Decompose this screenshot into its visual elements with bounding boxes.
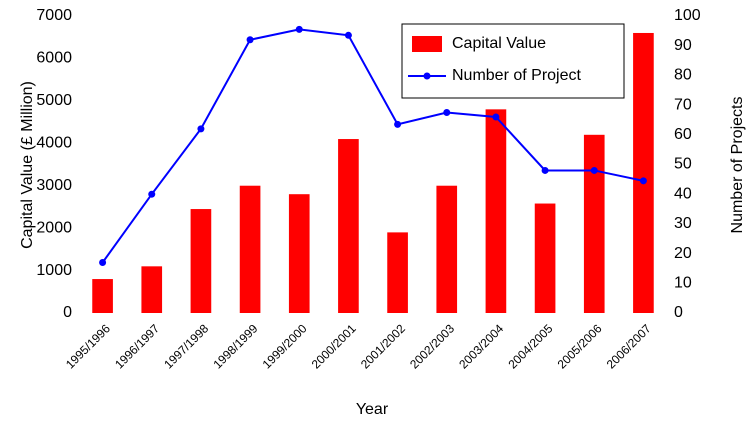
bar — [633, 32, 654, 313]
x-tick-label: 2006/2007 — [604, 321, 654, 371]
line-point — [99, 259, 107, 267]
line-point — [639, 177, 647, 185]
legend-swatch — [423, 72, 431, 80]
y2-tick-label: 90 — [674, 37, 692, 54]
x-tick-label: 2002/2003 — [407, 321, 457, 371]
x-tick-label: 1999/2000 — [260, 321, 310, 371]
bar — [239, 185, 261, 313]
x-tick-label: 1995/1996 — [63, 321, 113, 371]
legend-label: Capital Value — [452, 35, 546, 52]
y-axis-label: Capital Value (£ Million) — [19, 81, 36, 249]
y2-tick-label: 0 — [674, 304, 683, 321]
bar — [338, 139, 359, 313]
bar — [387, 232, 408, 313]
y2-axis-label: Number of Projects — [729, 97, 746, 234]
bar — [485, 109, 507, 313]
x-tick-label: 1997/1998 — [161, 321, 211, 371]
bar — [92, 279, 113, 313]
line-point — [492, 113, 500, 121]
y-tick-label: 1000 — [36, 262, 72, 279]
y2-tick-label: 30 — [674, 215, 692, 232]
bar — [583, 134, 605, 313]
y-tick-label: 6000 — [36, 50, 72, 67]
bar — [141, 266, 163, 313]
y-tick-label: 3000 — [36, 177, 72, 194]
line-point — [590, 166, 598, 174]
bar — [190, 209, 212, 313]
y-tick-label: 4000 — [36, 135, 72, 152]
line-point — [394, 120, 402, 128]
y-tick-label: 5000 — [36, 92, 72, 109]
y-tick-label: 7000 — [36, 7, 72, 24]
legend-label: Number of Project — [452, 67, 581, 84]
y2-tick-label: 100 — [674, 7, 701, 24]
y-tick-label: 2000 — [36, 219, 72, 236]
y2-tick-label: 40 — [674, 185, 692, 202]
line-point — [541, 166, 549, 174]
x-tick-label: 2003/2004 — [456, 321, 506, 371]
line-point — [246, 36, 254, 44]
legend-swatch — [412, 36, 442, 52]
x-tick-label: 2000/2001 — [309, 321, 359, 371]
y2-tick-label: 70 — [674, 96, 692, 113]
x-tick-label: 1998/1999 — [210, 321, 260, 371]
bar — [288, 194, 310, 313]
y2-tick-label: 10 — [674, 275, 692, 292]
line-point — [197, 125, 205, 133]
line-point — [443, 109, 451, 117]
x-tick-label: 2004/2005 — [505, 321, 555, 371]
y2-tick-label: 60 — [674, 126, 692, 143]
line-point — [344, 31, 352, 39]
y2-tick-label: 20 — [674, 245, 692, 262]
bar — [436, 185, 458, 313]
x-tick-label: 2001/2002 — [358, 321, 408, 371]
line — [101, 28, 644, 264]
line-point — [295, 25, 303, 33]
bar — [534, 203, 556, 313]
y2-tick-label: 50 — [674, 156, 692, 173]
line-point — [148, 190, 156, 198]
x-tick-label: 2005/2006 — [555, 321, 605, 371]
x-axis-label: Year — [356, 401, 389, 418]
y2-tick-label: 80 — [674, 67, 692, 84]
x-tick-label: 1996/1997 — [112, 321, 162, 371]
y-tick-label: 0 — [63, 304, 72, 321]
